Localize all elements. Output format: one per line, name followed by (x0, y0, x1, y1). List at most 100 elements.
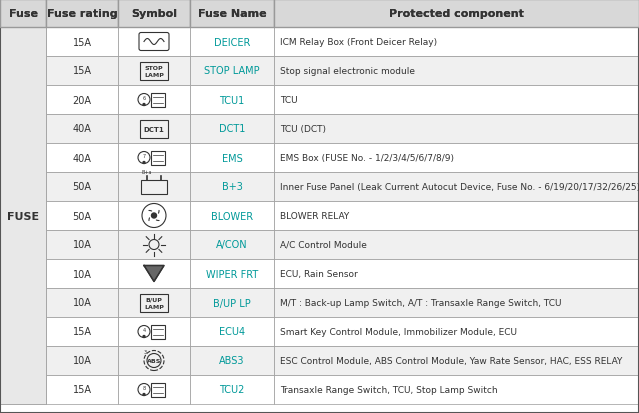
Text: 10A: 10A (73, 298, 91, 308)
Bar (274, 0, 639, 28)
Text: Fuse Name: Fuse Name (197, 9, 266, 19)
Text: 10A: 10A (73, 269, 91, 279)
Text: B+3: B+3 (222, 182, 242, 192)
Text: 15A: 15A (72, 385, 91, 394)
Text: B/UP: B/UP (146, 297, 162, 302)
Text: ECU4: ECU4 (219, 327, 245, 337)
Text: LAMP: LAMP (144, 73, 164, 78)
Text: 3: 3 (143, 349, 146, 354)
Text: M/T : Back-up Lamp Switch, A/T : Transaxle Range Switch, TCU: M/T : Back-up Lamp Switch, A/T : Transax… (280, 298, 562, 307)
Bar (0, 144, 46, 173)
Bar (46, 346, 118, 375)
Bar (118, 86, 190, 115)
Bar (274, 317, 639, 346)
Bar (0, 28, 46, 404)
Text: Fuse rating: Fuse rating (47, 9, 118, 19)
Text: 40A: 40A (73, 124, 91, 134)
Bar (46, 317, 118, 346)
Bar (274, 86, 639, 115)
Bar (190, 202, 274, 230)
Text: 40A: 40A (73, 153, 91, 163)
Bar (274, 28, 639, 57)
Text: Symbol: Symbol (131, 9, 177, 19)
Bar (0, 86, 46, 115)
Bar (118, 0, 190, 28)
Text: Symbol: Symbol (131, 9, 177, 19)
Bar (0, 173, 46, 202)
Bar (190, 173, 274, 202)
Text: 15A: 15A (72, 327, 91, 337)
Bar (151, 93, 165, 107)
Bar (151, 151, 165, 165)
Bar (190, 28, 274, 57)
Bar (190, 57, 274, 86)
Bar (140, 120, 168, 138)
Bar (274, 173, 639, 202)
Text: Protected component: Protected component (389, 9, 524, 19)
Bar (46, 230, 118, 259)
Bar (140, 62, 168, 80)
Bar (274, 259, 639, 288)
Bar (46, 0, 118, 28)
Text: EMS: EMS (222, 153, 242, 163)
Bar (190, 375, 274, 404)
Bar (274, 0, 639, 28)
Text: Fuse: Fuse (8, 9, 38, 19)
Text: TCU1: TCU1 (219, 95, 245, 105)
Bar (190, 288, 274, 317)
Text: DCT1: DCT1 (219, 124, 245, 134)
Text: ESC Control Module, ABS Control Module, Yaw Rate Sensor, HAC, ESS RELAY: ESC Control Module, ABS Control Module, … (280, 356, 622, 365)
Bar (190, 230, 274, 259)
Text: B+a: B+a (141, 170, 151, 175)
Bar (0, 230, 46, 259)
Bar (0, 346, 46, 375)
Bar (190, 0, 274, 28)
Bar (140, 294, 168, 312)
Bar (0, 259, 46, 288)
Text: Fuse: Fuse (8, 9, 38, 19)
Bar (118, 230, 190, 259)
Bar (0, 115, 46, 144)
Text: A/C Control Module: A/C Control Module (280, 240, 367, 249)
Bar (46, 144, 118, 173)
Bar (118, 202, 190, 230)
Text: BLOWER: BLOWER (211, 211, 253, 221)
Bar (274, 202, 639, 230)
Bar (46, 202, 118, 230)
Bar (0, 0, 46, 28)
Text: 15A: 15A (72, 66, 91, 76)
Text: DCT1: DCT1 (144, 126, 164, 132)
Bar (190, 346, 274, 375)
Bar (118, 259, 190, 288)
Bar (118, 288, 190, 317)
Bar (190, 317, 274, 346)
Text: 50A: 50A (72, 211, 91, 221)
Bar (274, 288, 639, 317)
Text: 6: 6 (142, 96, 146, 101)
Bar (118, 375, 190, 404)
Text: EMS Box (FUSE No. - 1/2/3/4/5/6/7/8/9): EMS Box (FUSE No. - 1/2/3/4/5/6/7/8/9) (280, 154, 454, 163)
Bar (0, 28, 46, 57)
Text: 10A: 10A (73, 240, 91, 250)
Bar (46, 115, 118, 144)
Bar (190, 144, 274, 173)
Bar (190, 115, 274, 144)
Text: 50A: 50A (72, 182, 91, 192)
Bar (46, 259, 118, 288)
Bar (46, 28, 118, 57)
Text: WIPER FRT: WIPER FRT (206, 269, 258, 279)
Bar (46, 173, 118, 202)
Text: BLOWER RELAY: BLOWER RELAY (280, 211, 350, 221)
Bar (46, 0, 118, 28)
Text: LAMP: LAMP (144, 304, 164, 309)
Bar (46, 86, 118, 115)
Text: ABS3: ABS3 (219, 356, 245, 366)
Bar (0, 202, 46, 230)
Bar (0, 0, 46, 28)
Text: B/UP LP: B/UP LP (213, 298, 251, 308)
Bar (0, 317, 46, 346)
Bar (46, 288, 118, 317)
Bar (274, 144, 639, 173)
Text: FUSE: FUSE (7, 211, 39, 221)
Text: Fuse Name: Fuse Name (197, 9, 266, 19)
